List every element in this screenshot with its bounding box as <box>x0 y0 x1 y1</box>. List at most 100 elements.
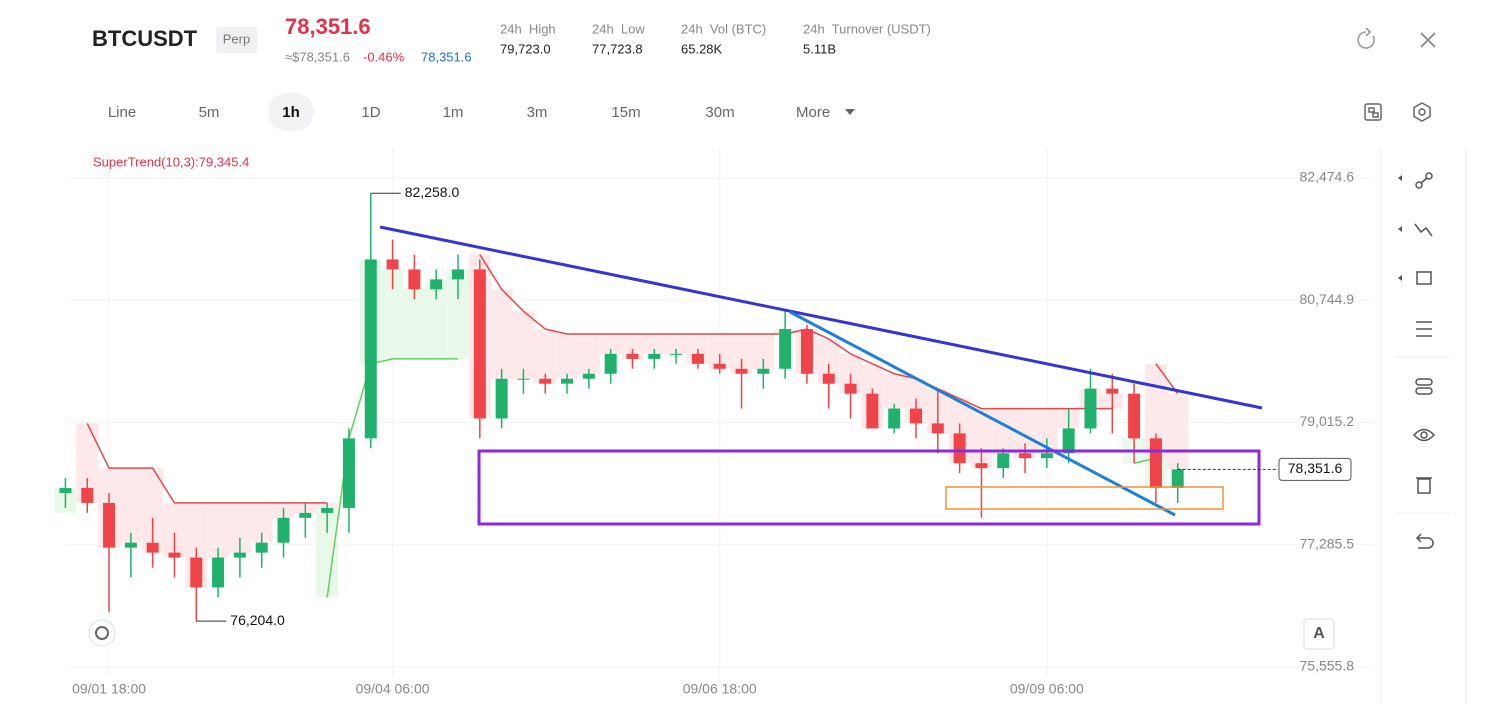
interval-toolbar: Line 5m 1h 1D 1m 3m 15m 30m <box>108 104 735 121</box>
y-tick-label: 80,744.9 <box>1300 291 1355 307</box>
settings-icon[interactable] <box>1413 102 1431 122</box>
candle-body <box>103 502 116 548</box>
interval-button[interactable]: 5m <box>199 104 220 121</box>
expand-arrow[interactable] <box>1398 275 1402 281</box>
indicator-legend: SuperTrend(10,3):79,345.4 <box>93 154 249 169</box>
y-tick-label: 79,015.2 <box>1300 413 1355 429</box>
more-button[interactable]: More <box>796 104 830 121</box>
magnet-icon[interactable] <box>1415 378 1433 395</box>
supertrend-fill <box>403 289 426 359</box>
range-box[interactable] <box>477 449 1261 526</box>
candle-body <box>757 368 770 374</box>
candle-body <box>670 353 683 355</box>
candle-body <box>953 433 966 464</box>
supertrend-fill <box>534 329 557 384</box>
supertrend-fill <box>1035 408 1058 454</box>
interval-button[interactable]: 1h <box>282 104 300 121</box>
more-caret <box>845 109 855 115</box>
candle-body <box>59 488 72 494</box>
shape-tool-icon[interactable] <box>1416 271 1432 285</box>
interval-button[interactable]: 15m <box>611 104 640 121</box>
supertrend-fill <box>1014 408 1036 459</box>
candle-body <box>168 552 181 558</box>
y-tick-label: 82,474.6 <box>1300 169 1355 185</box>
supertrend-fill <box>1166 393 1189 470</box>
stat-value: 65.28K <box>681 41 723 56</box>
support-box[interactable] <box>945 486 1224 510</box>
candle-body <box>626 353 639 359</box>
labels: 82,474.6 80,744.9 79,015.2 77,285.5 75,555.8… <box>72 169 1354 697</box>
interval-button[interactable]: 1m <box>443 104 464 121</box>
candle-body <box>604 353 617 374</box>
trend-line[interactable] <box>379 225 1263 410</box>
y-tick-label: 77,285.5 <box>1300 535 1355 551</box>
interval-button[interactable]: 1D <box>361 104 380 121</box>
candle-body <box>931 423 944 434</box>
supertrend-fill <box>621 334 644 359</box>
extreme-label: 76,204.0 <box>230 612 285 628</box>
supertrend-fill <box>512 311 535 379</box>
supertrend-fill <box>250 502 273 543</box>
logo-button[interactable] <box>88 619 116 647</box>
candle-body <box>997 453 1010 469</box>
stat-label: 24h Turnover (USDT) <box>803 21 931 36</box>
candle-body <box>299 512 312 518</box>
visibility-icon[interactable] <box>1412 428 1436 442</box>
supertrend-fill <box>556 334 578 379</box>
supertrend-fill <box>229 502 251 553</box>
candle-body <box>561 378 574 384</box>
supertrend-fill <box>599 334 622 354</box>
expand-arrow[interactable] <box>1398 175 1402 181</box>
delete-icon[interactable] <box>1416 477 1432 494</box>
x-tick-label: 09/04 06:00 <box>356 681 430 697</box>
candle-body <box>1019 453 1032 459</box>
symbol: BTCUSDT <box>92 26 198 51</box>
close-icon[interactable] <box>1420 32 1436 48</box>
mark-price: 78,351.6 <box>421 49 472 64</box>
last-price: 78,351.6 <box>285 14 371 39</box>
candle-body <box>822 373 835 384</box>
candle-body <box>321 507 334 513</box>
candle-body <box>1062 428 1075 454</box>
interval-button[interactable]: 3m <box>527 104 548 121</box>
extreme-label: 82,258.0 <box>405 184 460 200</box>
candle-body <box>539 378 552 384</box>
fib-tool-icon[interactable] <box>1414 223 1433 237</box>
candle-body <box>473 269 486 419</box>
candle-body <box>452 269 464 280</box>
supertrend-fill <box>643 334 666 354</box>
undo-icon[interactable] <box>1415 533 1434 549</box>
candle-body <box>800 329 813 374</box>
supertrend-fill <box>665 334 687 354</box>
supertrend-fill <box>708 334 731 369</box>
layout-icon[interactable] <box>1364 103 1382 121</box>
active-interval-bg <box>268 93 314 131</box>
candle-body <box>408 269 421 290</box>
interval-button[interactable]: 30m <box>705 104 734 121</box>
supertrend-fill <box>141 468 164 553</box>
supertrend-fill <box>381 269 404 359</box>
supertrend-fill <box>730 334 753 374</box>
auto-scale-button[interactable] <box>1303 618 1335 650</box>
candle-body <box>1149 438 1162 489</box>
y-tick-label: 75,555.8 <box>1300 658 1355 674</box>
refresh-icon[interactable] <box>1357 27 1375 49</box>
perp-badge <box>216 27 257 53</box>
expand-arrow[interactable] <box>1398 226 1402 232</box>
line-tool-icon[interactable] <box>1415 172 1433 189</box>
stat-label: 24h High <box>500 21 556 36</box>
candle-body <box>691 353 704 364</box>
interval-button[interactable]: Line <box>108 104 136 121</box>
candle-body <box>495 378 508 419</box>
indicator-icon[interactable] <box>1416 321 1432 337</box>
supertrend-fill <box>752 334 775 369</box>
stat-label: 24h Vol (BTC) <box>681 21 766 36</box>
candle-body <box>386 259 399 270</box>
candle-body <box>648 353 661 359</box>
supertrend-line <box>86 254 1179 504</box>
candle-body <box>1106 388 1119 394</box>
supertrend-fill <box>577 334 600 374</box>
trend-line[interactable] <box>789 310 1176 517</box>
